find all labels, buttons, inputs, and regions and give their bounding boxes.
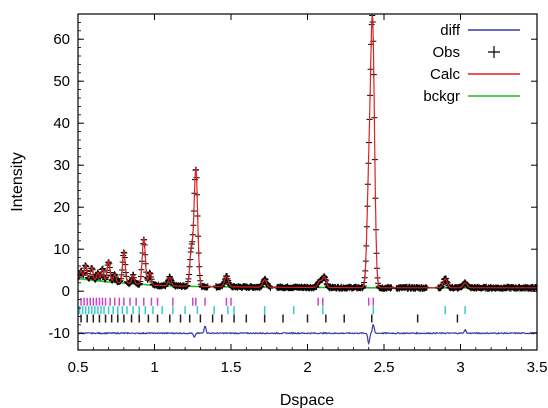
phase-ticks-row-3 bbox=[80, 314, 459, 323]
phase-ticks-row-2 bbox=[78, 306, 466, 315]
plot-frame bbox=[77, 13, 538, 351]
legend-entry-bckgr: bckgr bbox=[423, 88, 520, 105]
phase-ticks-row-1 bbox=[80, 297, 375, 306]
x-tick-label: 2 bbox=[303, 359, 311, 376]
legend-label: Calc bbox=[430, 66, 461, 83]
y-tick-label: 10 bbox=[53, 241, 70, 258]
x-tick-label: 1.5 bbox=[221, 359, 242, 376]
obs-point bbox=[267, 285, 274, 292]
diff-line bbox=[78, 323, 537, 346]
legend-swatch bbox=[488, 46, 500, 58]
x-axis-label: Dspace bbox=[280, 392, 334, 408]
y-tick-label: 60 bbox=[53, 31, 70, 48]
y-tick-label: 0 bbox=[62, 283, 70, 300]
x-tick-label: 0.5 bbox=[68, 359, 89, 376]
x-tick-label: 3.5 bbox=[527, 359, 548, 376]
legend-label: diff bbox=[440, 22, 461, 39]
y-tick-label: -10 bbox=[48, 325, 70, 342]
legend-entry-diff: diff bbox=[440, 22, 520, 39]
legend-entry-obs: Obs bbox=[432, 44, 500, 61]
y-axis-label: Intensity bbox=[9, 152, 26, 212]
y-tick-label: 50 bbox=[53, 73, 70, 90]
y-tick-label: 30 bbox=[53, 157, 70, 174]
y-tick-label: 20 bbox=[53, 199, 70, 216]
calc-line bbox=[78, 14, 537, 289]
x-tick-label: 2.5 bbox=[374, 359, 395, 376]
legend-label: Obs bbox=[432, 44, 460, 61]
x-tick-label: 3 bbox=[456, 359, 464, 376]
legend-entry-calc: Calc bbox=[430, 66, 520, 83]
x-tick-label: 1 bbox=[150, 359, 158, 376]
y-tick-label: 40 bbox=[53, 115, 70, 132]
legend-label: bckgr bbox=[423, 88, 460, 105]
